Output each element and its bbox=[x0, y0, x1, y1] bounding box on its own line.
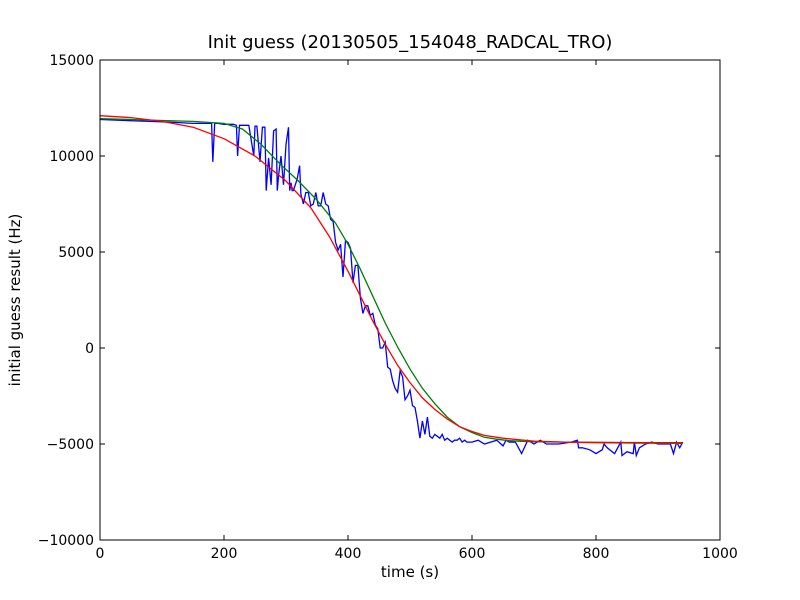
y-tick-label: 5000 bbox=[58, 245, 94, 261]
y-tick-label: −5000 bbox=[47, 437, 94, 453]
x-tick-label: 0 bbox=[96, 546, 105, 562]
x-tick-label: 1000 bbox=[702, 546, 738, 562]
y-tick-label: 0 bbox=[85, 341, 94, 357]
series-line-3 bbox=[100, 115, 683, 444]
y-tick-label: −10000 bbox=[38, 533, 94, 549]
series-line-1 bbox=[100, 118, 684, 458]
y-tick-label: 15000 bbox=[49, 53, 94, 69]
y-axis-label: initial guess result (Hz) bbox=[6, 214, 24, 387]
chart-title: Init guess (20130505_154048_RADCAL_TRO) bbox=[208, 32, 613, 53]
x-tick-label: 800 bbox=[583, 546, 610, 562]
x-axis-label: time (s) bbox=[381, 563, 439, 581]
x-tick-label: 600 bbox=[459, 546, 486, 562]
series-line-2 bbox=[100, 117, 683, 444]
x-tick-label: 200 bbox=[211, 546, 238, 562]
y-tick-label: 10000 bbox=[49, 149, 94, 165]
plot-frame bbox=[99, 59, 721, 541]
x-tick-label: 400 bbox=[335, 546, 362, 562]
